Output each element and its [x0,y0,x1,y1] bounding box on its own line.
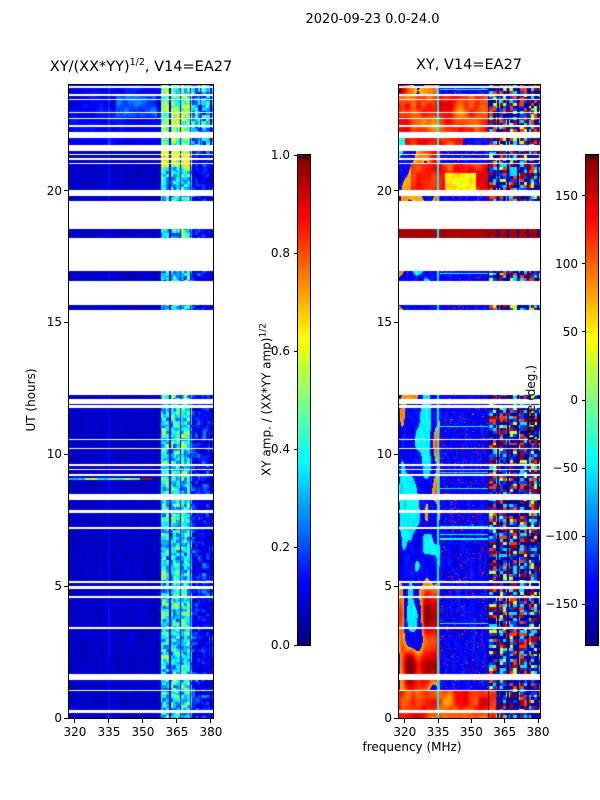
amplitude-colorbar-canvas [298,155,310,645]
phase-colorbar-label: phase (deg.) [524,365,538,441]
amplitude-colorbar-tick-label: 0.4 [270,442,290,456]
amplitude-heatmap-panel [68,84,214,719]
x-tick-mark [470,719,472,723]
phase-colorbar-tick-mark [582,331,586,333]
phase-colorbar-tick-label: 50 [562,324,578,339]
left-panel-title-suffix: , V14=EA27 [144,58,233,75]
y-tick-label: 10 [46,447,62,462]
x-tick-label: 350 [131,725,155,739]
x-tick-mark [142,719,144,723]
y-tick-label: 20 [376,183,392,198]
amplitude-colorbar-tick-label: 0.2 [270,540,290,554]
x-tick-label: 380 [526,725,550,739]
y-tick-mark [64,585,68,587]
y-tick-mark [64,190,68,191]
amplitude-colorbar-tick-mark [294,350,298,352]
amplitude-colorbar-tick-mark [294,644,298,646]
amplitude-colorbar-label: XY amp. / (XX*YY amp)1/2 [259,290,274,510]
amplitude-colorbar-tick-label: 0.8 [270,246,290,260]
y-tick-label: 20 [46,183,62,198]
y-tick-mark [64,321,68,323]
amplitude-colorbar-tick-label: 0.6 [270,344,290,358]
amplitude-colorbar-tick-mark [294,252,298,254]
x-tick-mark [504,719,506,723]
x-tick-mark [74,719,76,723]
x-tick-mark [404,719,406,723]
x-tick-label: 380 [199,725,223,739]
phase-colorbar-tick-label: 150 [555,188,578,203]
phase-colorbar-tick-mark [582,195,586,197]
y-tick-mark [394,321,398,323]
y-tick-label: 15 [46,315,62,330]
phase-heatmap-canvas [399,85,540,718]
phase-colorbar-tick-label: −150 [545,597,578,612]
phase-colorbar-tick-mark [582,535,586,537]
phase-colorbar-tick-mark [582,467,586,469]
phase-colorbar [585,154,599,646]
phase-colorbar-tick-label: −100 [545,529,578,544]
x-axis-label: frequency (MHz) [362,740,462,754]
y-tick-label: 0 [384,711,392,725]
phase-heatmap-panel [398,84,541,719]
phase-colorbar-tick-mark [582,603,586,605]
amplitude-colorbar-tick-label: 0.0 [270,638,290,652]
x-tick-label: 320 [393,725,417,739]
amplitude-colorbar-tick-mark [294,448,298,450]
x-tick-label: 365 [493,725,517,739]
phase-colorbar-tick-label: 0 [570,393,578,407]
x-tick-label: 320 [63,725,87,739]
amplitude-colorbar-tick-label: 1.0 [270,148,290,162]
amplitude-colorbar-label-exponent: 1/2 [258,323,269,338]
x-tick-mark [210,719,212,723]
y-tick-label: 10 [376,447,392,462]
y-tick-mark [64,717,68,719]
y-tick-label: 15 [376,315,392,330]
figure-title: 2020-09-23 0.0-24.0 [305,12,440,27]
y-tick-label: 5 [384,579,392,594]
phase-colorbar-tick-mark [582,399,586,401]
x-tick-label: 335 [97,725,121,739]
left-panel-title-exponent: 1/2 [129,57,145,68]
right-panel-title: XY, V14=EA27 [415,57,523,73]
x-tick-mark [108,719,110,723]
y-tick-label: 0 [54,711,62,725]
y-tick-mark [394,453,398,455]
x-tick-label: 350 [459,725,483,739]
y-axis-label: UT (hours) [24,368,38,432]
phase-colorbar-tick-label: −50 [552,461,578,476]
x-tick-label: 365 [165,725,189,739]
y-tick-mark [394,585,398,587]
left-panel-title: XY/(XX*YY)1/2, V14=EA27 [29,57,253,75]
phase-colorbar-canvas [586,155,598,645]
amplitude-heatmap-canvas [69,85,213,718]
x-tick-mark [437,719,439,723]
x-tick-mark [537,719,539,723]
amplitude-colorbar-tick-mark [294,154,298,156]
x-tick-label: 335 [426,725,450,739]
amplitude-colorbar-tick-mark [294,546,298,548]
left-panel-title-prefix: XY/(XX*YY) [49,58,130,75]
y-tick-mark [394,717,398,719]
y-tick-label: 5 [54,579,62,594]
y-tick-mark [64,453,68,455]
amplitude-colorbar [297,154,311,646]
phase-colorbar-tick-label: 100 [555,256,578,271]
x-tick-mark [176,719,178,723]
phase-colorbar-tick-mark [582,263,586,265]
y-tick-mark [394,190,398,191]
